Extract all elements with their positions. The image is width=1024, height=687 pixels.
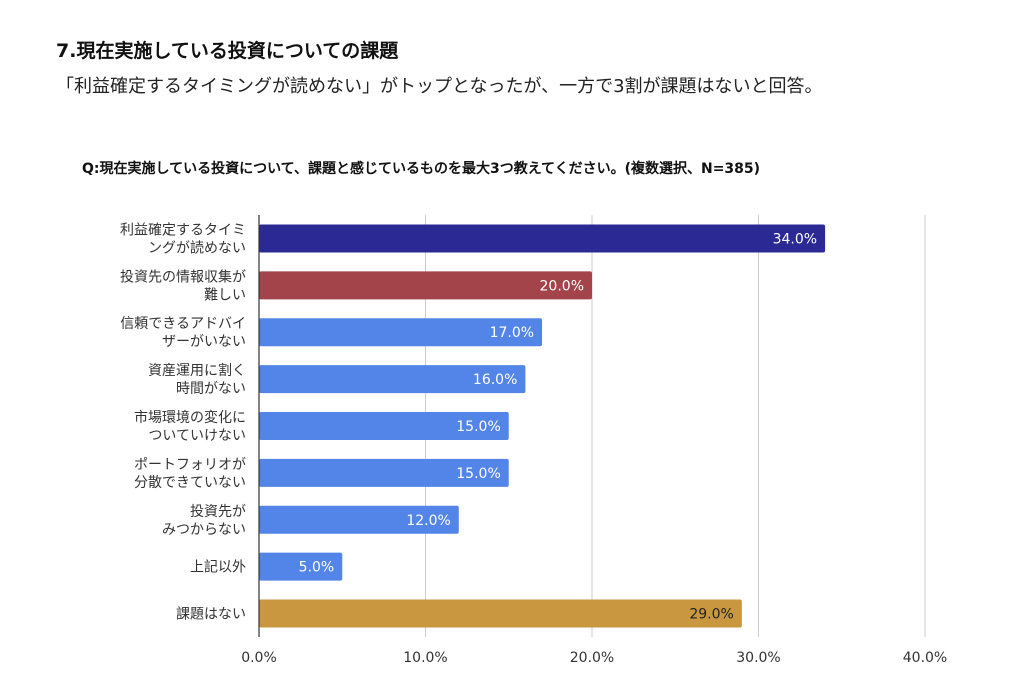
category-label: 投資先の情報収集が難しい <box>120 268 246 303</box>
bar <box>259 271 592 300</box>
data-label: 34.0% <box>773 231 817 247</box>
data-label: 29.0% <box>689 607 733 623</box>
category-label: 信頼できるアドバイザーがいない <box>120 316 246 350</box>
bar <box>259 318 543 347</box>
bar <box>259 458 509 487</box>
bar <box>259 599 742 628</box>
bar <box>259 365 526 394</box>
data-label: 5.0% <box>299 560 335 576</box>
data-label: 15.0% <box>456 419 500 435</box>
category-label: ポートフォリオが分散できていない <box>134 457 246 491</box>
bar <box>259 412 509 440</box>
chart-title: Q:現在実施している投資について、課題と感じているものを最大3つ教えてください。… <box>82 161 761 177</box>
data-label: 17.0% <box>490 325 534 341</box>
category-label: 上記以外 <box>190 559 246 576</box>
x-tick-label: 30.0% <box>736 650 780 666</box>
x-tick-label: 20.0% <box>570 650 614 666</box>
data-label: 15.0% <box>456 466 500 482</box>
x-tick-label: 0.0% <box>241 650 277 666</box>
section-heading: 7.現在実施している投資についての課題 <box>56 40 399 62</box>
data-label: 20.0% <box>540 278 584 294</box>
category-label: 投資先がみつからない <box>162 504 246 538</box>
data-label: 12.0% <box>406 513 450 529</box>
category-label: 資産運用に割く時間がない <box>148 362 246 397</box>
category-label: 市場環境の変化についていけない <box>134 409 246 444</box>
summary-text: 「利益確定するタイミングが読めない」がトップとなったが、一方で3割が課題はないと… <box>56 76 823 97</box>
category-label: 課題はない <box>176 607 246 623</box>
bar <box>259 505 459 534</box>
data-label: 16.0% <box>473 372 517 388</box>
x-tick-label: 10.0% <box>403 650 447 666</box>
x-tick-label: 40.0% <box>903 650 947 666</box>
bar <box>259 224 826 253</box>
category-label: 利益確定するタイミングが読めない <box>120 222 246 256</box>
bar <box>259 552 343 581</box>
